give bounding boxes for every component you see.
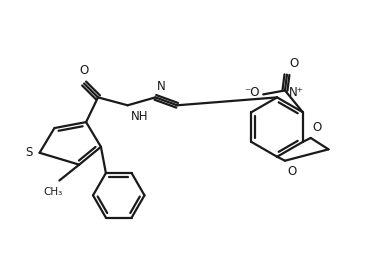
- Text: O: O: [313, 121, 322, 134]
- Text: CH₃: CH₃: [44, 188, 63, 197]
- Text: O: O: [289, 57, 298, 70]
- Text: N: N: [157, 80, 166, 93]
- Text: N⁺: N⁺: [289, 86, 304, 99]
- Text: O: O: [287, 165, 296, 178]
- Text: NH: NH: [131, 110, 148, 123]
- Text: ⁻O: ⁻O: [244, 86, 259, 99]
- Text: S: S: [25, 146, 33, 159]
- Text: O: O: [79, 64, 89, 77]
